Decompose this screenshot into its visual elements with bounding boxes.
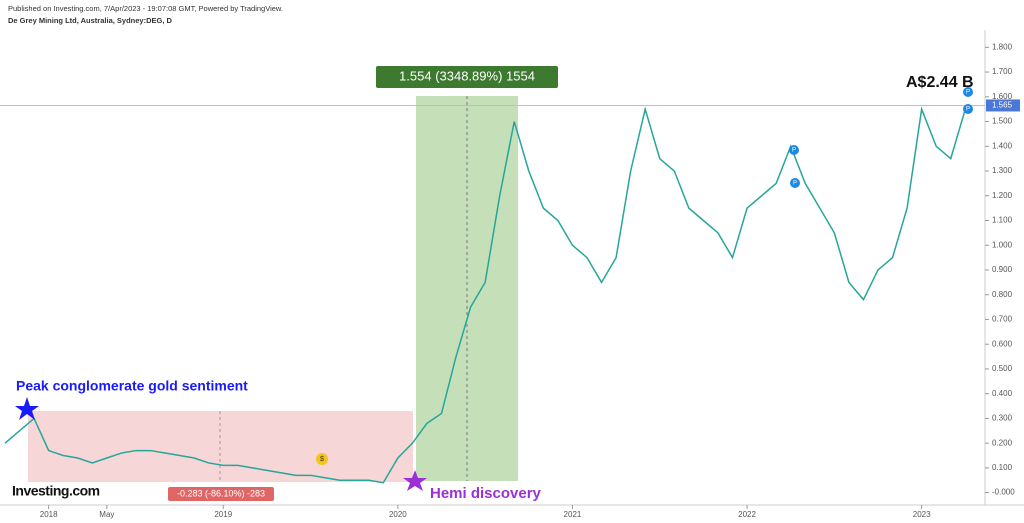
- x-tick-label: May: [99, 510, 114, 519]
- y-tick-label: 1.100: [992, 216, 1013, 225]
- y-tick-label: 0.200: [992, 438, 1013, 447]
- range-up-label: 1.554 (3348.89%) 1554: [399, 68, 535, 83]
- y-tick-label: 1.800: [992, 42, 1013, 51]
- x-tick-label: 2019: [214, 510, 232, 519]
- dividend-label: $: [320, 456, 324, 463]
- y-tick-label: 1.200: [992, 191, 1013, 200]
- dividend-marker: [316, 453, 328, 465]
- discovery-note: Hemi discovery: [430, 485, 542, 502]
- last-price-box: [986, 99, 1020, 112]
- star-icon: [403, 470, 427, 491]
- y-tick-label: 0.800: [992, 290, 1013, 299]
- star-icon: [15, 397, 39, 420]
- y-tick-label: 1.500: [992, 117, 1013, 126]
- range-down-label-box: [168, 487, 274, 501]
- plot: -0.000 0.100 0.200 0.300 0.400 0.500 0.600 0.70…: [0, 42, 1020, 519]
- y-tick-label: -0.000: [992, 488, 1015, 497]
- symbol-title: De Grey Mining Ltd, Australia, Sydney:DE…: [8, 16, 172, 25]
- event-label: P: [793, 181, 797, 187]
- y-tick-label: 1.700: [992, 67, 1013, 76]
- y-tick-label: 0.900: [992, 265, 1013, 274]
- price-line: [4, 106, 967, 484]
- event-label: P: [966, 107, 970, 113]
- x-tick-label: 2020: [389, 510, 407, 519]
- y-tick-label: 1.000: [992, 240, 1013, 249]
- event-marker: [963, 87, 973, 97]
- x-tick-label: 2022: [738, 510, 756, 519]
- y-tick-label: 0.300: [992, 414, 1013, 423]
- range-down-label: -0.283 (-86.10%) -283: [177, 488, 265, 498]
- logo: Investing.com: [12, 483, 100, 499]
- event-marker: [790, 178, 800, 188]
- y-tick-label: 1.600: [992, 92, 1013, 101]
- event-label: P: [966, 90, 970, 96]
- x-tick-label: 2021: [564, 510, 582, 519]
- peak-note: Peak conglomerate gold sentiment: [16, 378, 248, 394]
- y-tick-label: 1.400: [992, 141, 1013, 150]
- y-tick-label: 0.700: [992, 315, 1013, 324]
- range-down: [28, 411, 413, 482]
- y-tick-label: 0.500: [992, 364, 1013, 373]
- x-tick-label: 2018: [40, 510, 58, 519]
- last-price-label: 1.565: [992, 101, 1013, 110]
- range-up-label-box: [376, 66, 558, 88]
- event-marker: [789, 145, 799, 155]
- x-tick-label: 2023: [913, 510, 931, 519]
- y-tick-label: 0.400: [992, 389, 1013, 398]
- y-tick-label: 1.300: [992, 166, 1013, 175]
- y-tick-label: 0.600: [992, 339, 1013, 348]
- event-label: P: [792, 148, 796, 154]
- event-marker: [963, 104, 973, 114]
- source-note: Published on Investing.com, 7/Apr/2023 -…: [8, 4, 283, 13]
- y-tick-label: 0.100: [992, 463, 1013, 472]
- market-cap-note: A$2.44 B: [906, 74, 974, 91]
